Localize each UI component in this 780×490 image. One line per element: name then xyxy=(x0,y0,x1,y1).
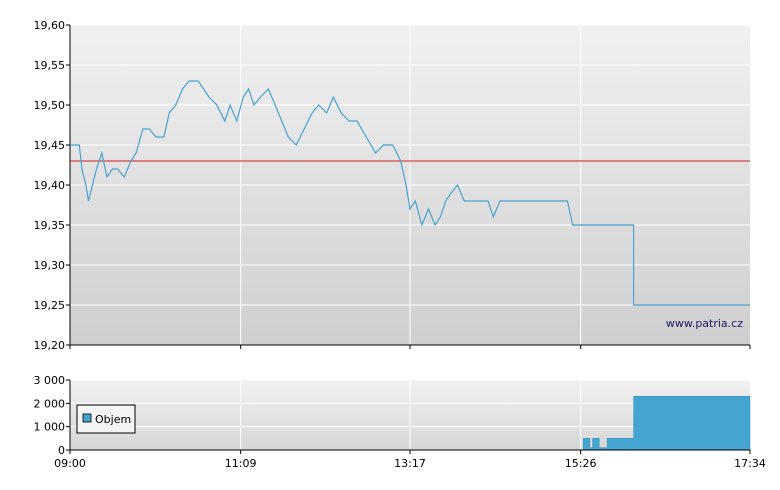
x-tick-label: 11:09 xyxy=(225,457,257,470)
price-y-tick-label: 19,25 xyxy=(34,299,66,312)
price-y-tick-label: 19,60 xyxy=(34,19,66,32)
price-x-ticks xyxy=(69,345,751,349)
price-y-tick-label: 19,45 xyxy=(34,139,66,152)
watermark: www.patria.cz xyxy=(666,317,743,330)
price-series-line xyxy=(70,80,750,306)
x-tick-label: 15:26 xyxy=(565,457,597,470)
legend: Objem xyxy=(76,404,136,434)
volume-y-tick-label: 0 xyxy=(58,444,65,457)
price-panel: 19,60 19,55 19,50 19,45 19,40 19,35 19,30 19,25… xyxy=(34,19,751,352)
x-tick-label: 13:17 xyxy=(394,457,426,470)
volume-series-area xyxy=(70,396,751,451)
price-y-tick-label: 19,20 xyxy=(34,339,66,352)
volume-y-tick-label: 3 000 xyxy=(34,374,66,387)
volume-x-axis-labels: 09:00 11:09 13:17 15:26 17:34 xyxy=(54,450,766,470)
x-tick-label: 17:34 xyxy=(734,457,766,470)
legend-label-objem: Objem xyxy=(95,413,131,426)
volume-y-axis: 3 000 2 000 1 000 0 xyxy=(34,374,71,457)
legend-swatch xyxy=(82,413,92,423)
volume-y-tick-label: 2 000 xyxy=(34,397,66,410)
price-y-tick-label: 19,40 xyxy=(34,179,66,192)
volume-y-tick-label: 1 000 xyxy=(34,421,66,434)
price-y-tick-label: 19,55 xyxy=(34,59,66,72)
x-tick-label: 09:00 xyxy=(54,457,86,470)
price-y-axis: 19,60 19,55 19,50 19,45 19,40 19,35 19,30 19,25… xyxy=(34,19,71,352)
price-y-tick-label: 19,50 xyxy=(34,99,66,112)
price-y-tick-label: 19,35 xyxy=(34,219,66,232)
volume-panel: 3 000 2 000 1 000 0 09:00 11:09 13:17 15:26 17:… xyxy=(34,374,766,470)
price-y-tick-label: 19,30 xyxy=(34,259,66,272)
